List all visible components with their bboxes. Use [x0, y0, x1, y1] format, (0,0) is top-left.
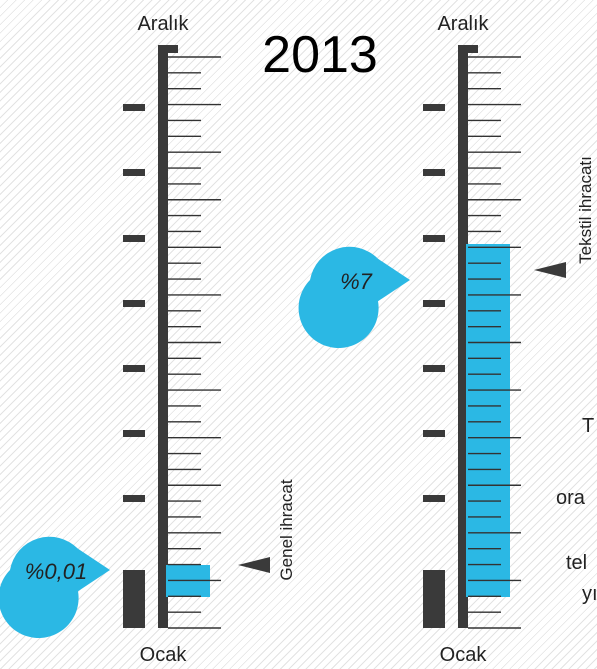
month-dash: [423, 300, 445, 307]
month-dash: [123, 365, 145, 372]
side-text: T ora tel yı: [556, 415, 597, 605]
pointer-arrow: [534, 262, 566, 278]
month-dash: [123, 430, 145, 437]
gauges: Aralık Ocak Genel ihracat %0,01 Aralık Ocak Te…: [0, 13, 595, 666]
thermometer-cap: [458, 45, 478, 53]
month-dash: [423, 495, 445, 502]
value-badge: [298, 246, 410, 348]
value-badge: [0, 536, 110, 638]
month-dash: [123, 169, 145, 176]
category-label: Tekstil ihracatı: [576, 156, 595, 264]
month-dash: [423, 169, 445, 176]
month-dash: [123, 235, 145, 242]
axis-top-label: Aralık: [137, 13, 189, 35]
axis-bottom-label: Ocak: [440, 644, 488, 666]
month-dash: [423, 235, 445, 242]
month-dash: [423, 104, 445, 111]
month-dash: [123, 300, 145, 307]
side-text-line-3: tel: [566, 552, 587, 574]
side-text-line-4: yı: [582, 583, 597, 605]
axis-bottom-label: Ocak: [140, 644, 188, 666]
data-label: %7: [340, 269, 373, 294]
pointer-arrow: [238, 557, 270, 573]
month-dash: [423, 430, 445, 437]
side-text-line-1: T: [582, 415, 594, 437]
chart-title: 2013: [262, 26, 378, 84]
bar-tekstil-ihracati: [466, 244, 510, 597]
gauge-1: Aralık Ocak Genel ihracat %0,01: [0, 13, 296, 666]
axis-top-label: Aralık: [437, 13, 489, 35]
month-dash: [123, 104, 145, 111]
category-label: Genel ihracat: [277, 479, 296, 580]
month-dash: [423, 365, 445, 372]
gauge-2: Aralık Ocak Tekstil ihracatı %7: [298, 13, 595, 666]
bulb-block: [123, 570, 145, 628]
thermometer-cap: [158, 45, 178, 53]
bulb-block: [423, 570, 445, 628]
thermometer-stem: [158, 45, 168, 628]
thermometer-stem: [458, 45, 468, 628]
side-text-line-2: ora: [556, 487, 586, 509]
month-dash: [123, 495, 145, 502]
data-label: %0,01: [25, 559, 87, 584]
